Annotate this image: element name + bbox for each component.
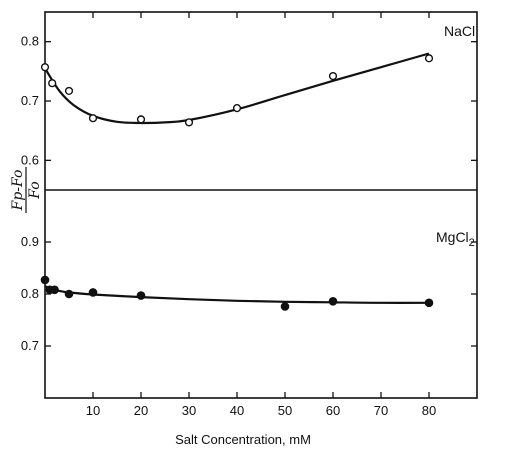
nacl-data-point bbox=[48, 79, 57, 88]
mgcl2-annotation-subscript: 2 bbox=[469, 237, 475, 249]
mgcl2-annotation: MgCl2 bbox=[436, 229, 475, 249]
plot-border bbox=[44, 11, 478, 399]
nacl-data-point bbox=[328, 71, 338, 81]
mgcl2-data-point bbox=[64, 289, 74, 299]
x-tick-label: 20 bbox=[134, 403, 148, 418]
x-tick-label: 10 bbox=[86, 403, 100, 418]
nacl-annotation: NaCl bbox=[444, 23, 475, 39]
x-axis-label: Salt Concentration, mM bbox=[175, 432, 311, 447]
bottom-y-tick-label: 0.8 bbox=[21, 286, 39, 301]
y-axis-label-denominator: Fo bbox=[27, 181, 43, 199]
top-y-tick-label: 0.7 bbox=[21, 93, 39, 108]
mgcl2-data-point bbox=[50, 285, 59, 295]
x-tick-label: 40 bbox=[230, 403, 244, 418]
top-y-tick-label: 0.6 bbox=[21, 152, 39, 167]
fit-curves bbox=[44, 52, 430, 304]
nacl-fit-curve bbox=[44, 52, 430, 125]
bottom-y-tick-label: 0.7 bbox=[21, 338, 39, 353]
data-points bbox=[40, 54, 434, 311]
mgcl2-data-point bbox=[88, 288, 98, 297]
nacl-data-point bbox=[184, 118, 194, 127]
mgcl2-fit-curve bbox=[44, 285, 430, 304]
y-axis-label-numerator: Fp-Fo bbox=[10, 170, 26, 212]
bottom-y-tick-label: 0.9 bbox=[21, 234, 39, 249]
x-tick-label: 80 bbox=[422, 403, 436, 418]
mgcl2-data-point bbox=[136, 291, 146, 300]
nacl-data-point bbox=[88, 114, 98, 123]
mgcl2-data-point bbox=[40, 275, 50, 285]
mgcl2-data-point bbox=[424, 298, 434, 308]
nacl-data-point bbox=[136, 115, 146, 124]
x-axis-ticks: 10 20 30 40 50 60 70 80 bbox=[86, 12, 436, 418]
x-tick-label: 60 bbox=[326, 403, 340, 418]
nacl-data-point bbox=[232, 104, 242, 113]
top-panel-ticks: 0.6 0.7 0.8 bbox=[21, 34, 477, 167]
x-tick-label: 70 bbox=[374, 403, 388, 418]
nacl-data-point bbox=[40, 63, 50, 72]
top-y-tick-label: 0.8 bbox=[21, 34, 39, 49]
nacl-data-point bbox=[424, 54, 434, 63]
mgcl2-data-point bbox=[328, 296, 338, 306]
x-tick-label: 50 bbox=[278, 403, 292, 418]
bottom-panel-ticks: 0.7 0.8 0.9 bbox=[21, 234, 477, 353]
y-axis-label: Fp-Fo Fo bbox=[10, 167, 43, 213]
mgcl2-data-point bbox=[280, 302, 290, 311]
plot-frame bbox=[44, 11, 478, 399]
nacl-data-point bbox=[64, 86, 74, 96]
x-tick-label: 30 bbox=[182, 403, 196, 418]
mgcl2-annotation-base: MgCl bbox=[436, 229, 469, 245]
